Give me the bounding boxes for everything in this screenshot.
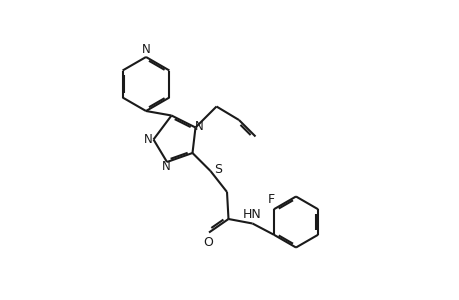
Text: N: N — [162, 160, 170, 173]
Text: N: N — [143, 133, 152, 146]
Text: N: N — [194, 120, 203, 133]
Text: O: O — [203, 236, 213, 248]
Text: HN: HN — [242, 208, 261, 220]
Text: S: S — [213, 163, 222, 176]
Text: F: F — [268, 193, 274, 206]
Text: N: N — [141, 43, 150, 56]
